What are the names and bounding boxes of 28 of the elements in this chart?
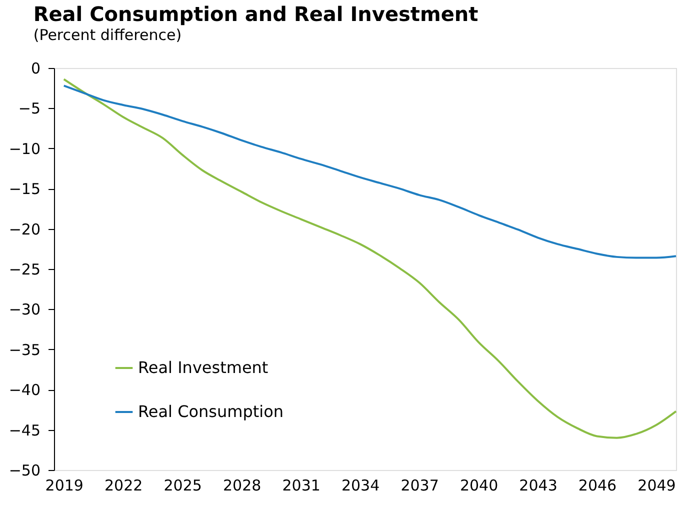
y-tick-label: −10 xyxy=(8,140,40,158)
legend-label: Real Consumption xyxy=(138,402,284,421)
x-tick-label: 2049 xyxy=(638,476,676,494)
y-tick-label: 0 xyxy=(30,60,40,78)
x-tick-label: 2043 xyxy=(519,476,558,494)
x-tick-label: 2037 xyxy=(400,476,439,494)
legend-label: Real Investment xyxy=(138,358,268,377)
y-tick-label: −45 xyxy=(8,421,40,440)
chart-title: Real Consumption and Real Investment xyxy=(33,2,479,26)
x-tick-label: 2025 xyxy=(164,476,202,494)
x-tick-label: 2022 xyxy=(104,476,143,494)
y-tick-label: −25 xyxy=(8,260,40,278)
x-tick-label: 2019 xyxy=(45,476,84,494)
y-tick-label: −15 xyxy=(8,180,40,198)
y-tick-label: −35 xyxy=(8,340,40,359)
x-tick-label: 2046 xyxy=(578,476,617,494)
y-tick-label: −40 xyxy=(8,381,40,400)
x-tick-label: 2028 xyxy=(222,476,262,494)
y-tick-label: −50 xyxy=(8,462,40,480)
y-tick-label: −20 xyxy=(8,220,40,238)
y-tick-label: −5 xyxy=(18,100,40,118)
x-tick-label: 2040 xyxy=(460,476,498,494)
x-tick-label: 2034 xyxy=(341,476,380,494)
y-tick-label: −30 xyxy=(8,300,40,319)
chart-subtitle: (Percent difference) xyxy=(33,26,182,44)
line-series xyxy=(62,84,677,259)
x-tick-label: 2031 xyxy=(282,476,320,494)
line-series xyxy=(62,78,677,439)
